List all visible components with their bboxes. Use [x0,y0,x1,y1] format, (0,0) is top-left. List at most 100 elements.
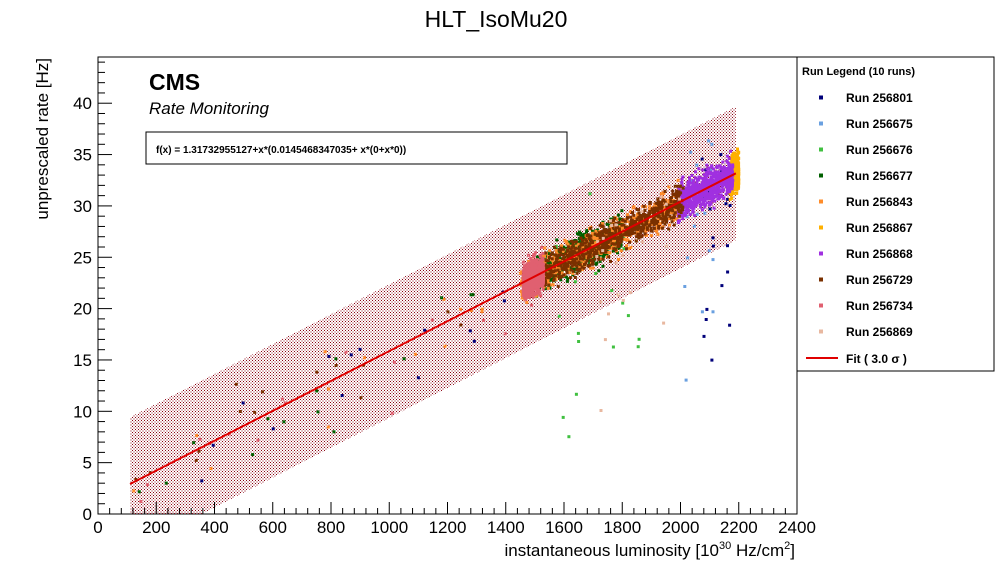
data-point [561,247,565,251]
data-point [575,255,579,259]
data-point [623,233,627,237]
data-point [209,467,213,470]
data-point [643,232,647,236]
data-point [588,192,592,196]
data-point [676,184,680,188]
data-point [625,244,628,248]
data-point [588,263,592,267]
data-point [593,232,597,236]
data-point [545,274,549,278]
data-point [554,248,558,252]
data-point [679,194,683,198]
data-point [535,259,539,263]
data-point [557,274,561,278]
data-point [676,221,680,224]
data-point [538,284,542,288]
data-point [607,255,611,259]
data-point [708,203,711,207]
data-point [663,189,667,193]
data-point [610,230,614,234]
data-point [402,357,406,361]
legend-label: Run 256677 [846,169,913,183]
data-point [691,185,694,189]
data-point [614,223,618,227]
data-point [614,236,618,240]
data-point [618,235,622,239]
data-point [648,207,652,211]
data-point [619,249,623,253]
data-point [634,239,638,243]
data-point [558,249,562,253]
data-point [595,245,599,249]
data-point [592,236,596,240]
data-point [610,224,614,227]
data-point [550,257,554,261]
data-point [621,301,625,305]
data-point [547,256,551,259]
data-point [691,187,695,191]
data-point [730,158,734,162]
data-point [715,183,719,186]
data-point [521,270,525,273]
data-point [589,234,593,238]
data-point [696,194,699,198]
data-point [700,208,704,212]
data-point [601,249,605,253]
data-point [688,181,692,185]
data-point [604,249,608,253]
data-point [732,183,736,187]
data-point [583,239,587,243]
data-point [558,253,562,257]
data-point [598,236,602,239]
data-point [575,264,579,268]
data-point [653,206,657,210]
data-point [591,240,595,244]
data-point [549,261,553,265]
data-point [671,189,675,193]
data-point [613,216,617,220]
data-point [520,296,524,300]
data-point [641,224,645,228]
data-point [543,279,547,283]
data-point [580,265,584,269]
data-point [574,392,578,396]
data-point [663,222,667,226]
data-point [601,236,605,240]
data-point [530,278,533,282]
data-point [730,184,734,188]
data-point [589,238,593,242]
legend-label: Run 256676 [846,143,913,157]
data-point [587,254,591,258]
data-point [544,259,548,263]
data-point [568,270,572,274]
data-point [528,274,532,278]
data-point [610,289,614,292]
data-point [582,253,586,257]
data-point [702,194,706,197]
data-point [642,220,646,224]
data-point [571,272,575,275]
data-point [681,214,685,217]
data-point [729,193,733,197]
data-point [582,266,586,270]
data-point [621,298,625,302]
data-point [650,220,654,224]
data-point [622,223,626,227]
data-point [684,209,688,213]
data-point [576,232,579,236]
data-point [726,197,730,201]
data-point [663,210,666,214]
data-point [541,275,545,279]
data-point [552,262,556,266]
data-point [323,350,327,354]
data-point [601,257,605,261]
data-point [670,220,674,224]
data-point [620,237,624,241]
data-point [659,222,662,225]
data-point [540,285,544,289]
data-point [688,212,692,216]
data-point [559,257,563,261]
data-point [728,163,731,167]
data-point [132,489,136,493]
data-point [642,226,646,230]
